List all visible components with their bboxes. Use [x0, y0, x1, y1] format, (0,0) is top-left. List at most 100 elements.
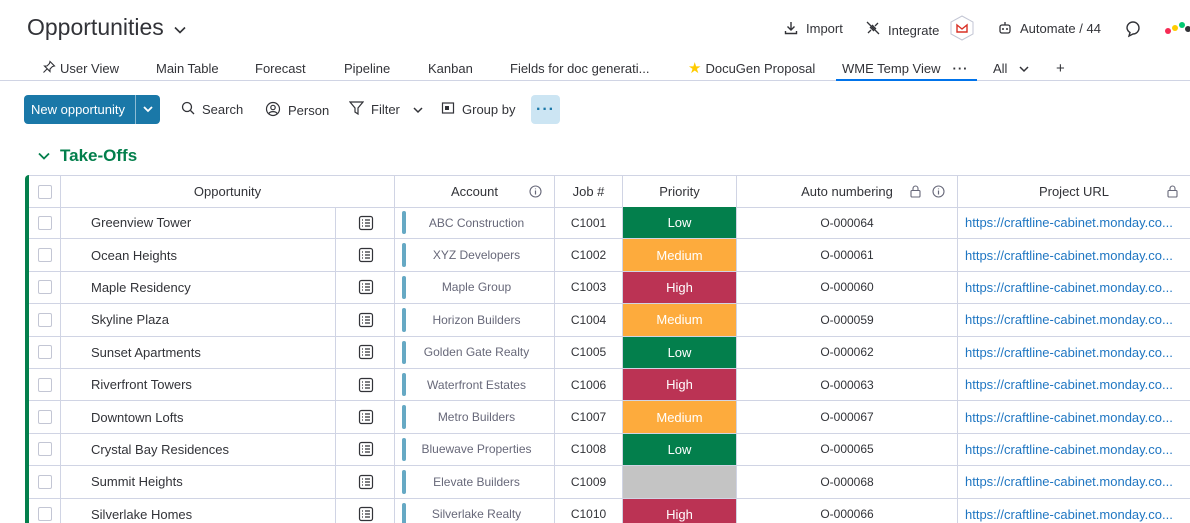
row-checkbox[interactable] [37, 507, 52, 522]
table-row[interactable]: Downtown Lofts Metro Builders C1007 Medium O… [29, 401, 1190, 434]
row-checkbox[interactable] [37, 377, 52, 392]
opportunity-cell[interactable]: Summit Heights [61, 466, 395, 499]
priority-cell[interactable]: Medium [623, 304, 737, 337]
opportunity-cell[interactable]: Silverlake Homes [61, 498, 395, 523]
tab-main-table[interactable]: Main Table [156, 56, 219, 80]
integrate-button[interactable]: Integrate [864, 15, 975, 41]
project-url-cell[interactable]: https://craftline-cabinet.monday.co... [958, 337, 1190, 369]
chevron-down-icon[interactable] [136, 106, 160, 113]
table-row[interactable]: Silverlake Homes Silverlake Realty C1010 Hi… [29, 498, 1190, 523]
tab-all-views[interactable]: All [993, 56, 1029, 80]
opportunity-name[interactable]: Skyline Plaza [91, 312, 170, 328]
project-url-link[interactable]: https://craftline-cabinet.monday.co... [965, 312, 1173, 328]
opportunity-name[interactable]: Sunset Apartments [91, 344, 201, 360]
search-button[interactable]: Search [181, 101, 243, 118]
column-header-priority[interactable]: Priority [623, 175, 737, 208]
opportunity-cell[interactable]: Maple Residency [61, 271, 395, 305]
chevron-down-icon[interactable] [38, 149, 50, 163]
opportunity-name[interactable]: Greenview Tower [91, 215, 192, 231]
job-cell[interactable]: C1009 [555, 466, 623, 499]
subitems-icon[interactable] [335, 207, 395, 239]
automate-button[interactable]: Automate / 44 [996, 19, 1101, 37]
priority-cell[interactable]: High [623, 369, 737, 402]
priority-cell[interactable]: Low [623, 433, 737, 467]
tab-pipeline[interactable]: Pipeline [344, 56, 390, 80]
account-cell[interactable]: Bluewave Properties [395, 433, 555, 467]
opportunity-cell[interactable]: Downtown Lofts [61, 401, 395, 434]
info-icon[interactable] [932, 185, 945, 201]
account-cell[interactable]: Waterfront Estates [395, 369, 555, 402]
project-url-cell[interactable]: https://craftline-cabinet.monday.co... [958, 434, 1190, 467]
account-cell[interactable]: Elevate Builders [395, 466, 555, 499]
table-row[interactable]: Maple Residency Maple Group C1003 High O-000… [29, 271, 1190, 305]
more-toolbar-button[interactable]: ··· [531, 95, 560, 124]
opportunity-cell[interactable]: Ocean Heights [61, 239, 395, 272]
subitems-icon[interactable] [335, 401, 395, 433]
board-title[interactable]: Opportunities [27, 14, 186, 41]
column-header-project-url[interactable]: Project URL [958, 175, 1190, 208]
opportunity-cell[interactable]: Skyline Plaza [61, 304, 395, 337]
project-url-link[interactable]: https://craftline-cabinet.monday.co... [965, 247, 1173, 263]
tab-fields-doc-generation[interactable]: Fields for doc generati... [510, 56, 649, 80]
tab-kanban[interactable]: Kanban [428, 56, 473, 80]
table-row[interactable]: Sunset Apartments Golden Gate Realty C1005… [29, 336, 1190, 369]
project-url-cell[interactable]: https://craftline-cabinet.monday.co... [958, 239, 1190, 272]
opportunity-cell[interactable]: Riverfront Towers [61, 369, 395, 402]
more-options-icon[interactable]: ··· [952, 60, 969, 76]
opportunity-cell[interactable]: Crystal Bay Residences [61, 433, 395, 467]
project-url-link[interactable]: https://craftline-cabinet.monday.co... [965, 344, 1173, 360]
info-icon[interactable] [529, 185, 542, 201]
opportunity-name[interactable]: Summit Heights [91, 474, 183, 490]
filter-button[interactable]: Filter [348, 101, 423, 118]
project-url-cell[interactable]: https://craftline-cabinet.monday.co... [958, 401, 1190, 434]
table-row[interactable]: Crystal Bay Residences Bluewave Propertie… [29, 433, 1190, 467]
column-header-opportunity[interactable]: Opportunity [61, 175, 395, 208]
subitems-icon[interactable] [335, 369, 395, 401]
chevron-down-icon[interactable] [174, 21, 186, 37]
table-row[interactable]: Skyline Plaza Horizon Builders C1004 Medium… [29, 304, 1190, 337]
priority-cell[interactable]: Low [623, 207, 737, 240]
row-checkbox[interactable] [37, 248, 52, 263]
opportunity-cell[interactable]: Greenview Tower [61, 207, 395, 240]
project-url-link[interactable]: https://craftline-cabinet.monday.co... [965, 377, 1173, 393]
tab-wme-temp-view[interactable]: WME Temp View ··· [836, 56, 976, 81]
row-checkbox[interactable] [37, 280, 52, 295]
job-cell[interactable]: C1001 [555, 207, 623, 240]
project-url-link[interactable]: https://craftline-cabinet.monday.co... [965, 409, 1173, 425]
project-url-link[interactable]: https://craftline-cabinet.monday.co... [965, 279, 1173, 295]
account-cell[interactable]: Silverlake Realty [395, 498, 555, 523]
job-cell[interactable]: C1006 [555, 369, 623, 402]
row-checkbox[interactable] [37, 474, 52, 489]
priority-cell[interactable]: Medium [623, 239, 737, 272]
subitems-icon[interactable] [335, 239, 395, 271]
table-row[interactable]: Summit Heights Elevate Builders C1009 O-000… [29, 466, 1190, 499]
subitems-icon[interactable] [335, 433, 395, 466]
job-cell[interactable]: C1003 [555, 271, 623, 305]
account-cell[interactable]: Maple Group [395, 271, 555, 305]
priority-cell[interactable]: Low [623, 336, 737, 369]
priority-cell[interactable]: High [623, 498, 737, 523]
project-url-link[interactable]: https://craftline-cabinet.monday.co... [965, 506, 1173, 522]
opportunity-name[interactable]: Silverlake Homes [91, 506, 193, 522]
opportunity-name[interactable]: Riverfront Towers [91, 377, 192, 393]
job-cell[interactable]: C1007 [555, 401, 623, 434]
row-checkbox[interactable] [37, 345, 52, 360]
subitems-icon[interactable] [335, 336, 395, 368]
priority-cell[interactable]: High [623, 271, 737, 305]
row-checkbox[interactable] [37, 410, 52, 425]
account-cell[interactable]: ABC Construction [395, 207, 555, 240]
project-url-cell[interactable]: https://craftline-cabinet.monday.co... [958, 369, 1190, 402]
job-cell[interactable]: C1002 [555, 239, 623, 272]
account-cell[interactable]: Golden Gate Realty [395, 336, 555, 369]
job-cell[interactable]: C1005 [555, 336, 623, 369]
group-header[interactable]: Take-Offs [38, 146, 137, 166]
person-filter-button[interactable]: Person [265, 101, 329, 120]
opportunity-cell[interactable]: Sunset Apartments [61, 336, 395, 369]
job-cell[interactable]: C1004 [555, 304, 623, 337]
chevron-down-icon[interactable] [413, 102, 423, 117]
opportunity-name[interactable]: Crystal Bay Residences [91, 441, 229, 457]
row-checkbox[interactable] [37, 442, 52, 457]
subitems-icon[interactable] [335, 304, 395, 336]
project-url-cell[interactable]: https://craftline-cabinet.monday.co... [958, 272, 1190, 305]
priority-cell[interactable] [623, 466, 737, 499]
